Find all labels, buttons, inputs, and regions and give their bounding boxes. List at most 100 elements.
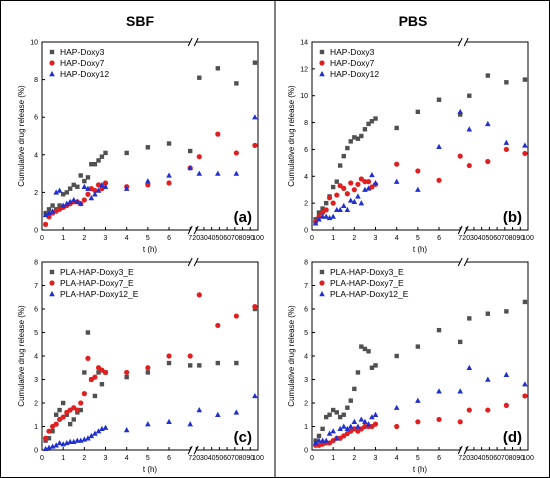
data-point <box>89 162 94 167</box>
data-point <box>503 402 509 408</box>
data-point <box>415 397 421 403</box>
y-axis-label: Cumulative drug release (%) <box>287 305 296 407</box>
y-axis-label: Cumulative drug release (%) <box>17 85 26 187</box>
series-triangle <box>312 364 528 446</box>
data-point <box>88 432 95 439</box>
x-axis-label: t (h) <box>413 465 428 474</box>
data-point <box>53 421 59 427</box>
data-point <box>355 181 361 187</box>
data-point <box>96 370 101 375</box>
data-point <box>312 439 319 446</box>
data-point <box>352 386 357 392</box>
data-point <box>215 170 221 176</box>
data-point <box>197 75 202 80</box>
data-point <box>373 363 378 368</box>
data-point <box>522 150 528 157</box>
data-point <box>85 435 91 441</box>
x-tick-label: 60 <box>493 455 501 462</box>
legend-marker <box>49 49 55 55</box>
x-tick-label: 0 <box>40 235 44 242</box>
legend-marker <box>319 291 325 297</box>
y-tick-label: 4 <box>304 174 308 181</box>
y-tick-label: 10 <box>30 40 38 47</box>
data-point <box>53 189 59 195</box>
data-point <box>355 423 361 429</box>
data-point <box>358 176 364 182</box>
data-point <box>95 428 102 434</box>
x-tick-label: 1 <box>331 235 335 242</box>
data-point <box>123 185 130 191</box>
x-tick-label: 80 <box>239 235 247 242</box>
axis-break-mark <box>193 37 199 47</box>
data-point <box>358 200 365 206</box>
data-point <box>88 195 95 201</box>
data-point <box>457 108 463 115</box>
data-point <box>345 145 350 151</box>
x-tick-label: 4 <box>395 235 399 242</box>
legend-marker <box>49 71 55 77</box>
data-point <box>187 353 193 359</box>
legend-label: PLA-HAP-Doxy12_E <box>60 289 139 299</box>
y-tick-label: 6 <box>34 307 38 314</box>
data-point <box>234 81 239 86</box>
data-point <box>369 365 375 370</box>
data-point <box>166 172 172 178</box>
data-point <box>92 374 98 380</box>
x-tick-label: 70 <box>501 455 509 462</box>
data-point <box>46 210 52 216</box>
data-point <box>124 374 129 380</box>
x-tick-label: 3 <box>104 235 108 242</box>
x-tick-label: 40 <box>478 235 486 242</box>
y-tick-label: 6 <box>304 147 308 154</box>
data-point <box>326 214 333 221</box>
x-tick-label: 4 <box>125 455 129 462</box>
x-tick-label: 70 <box>501 235 509 242</box>
x-tick-label: 1 <box>331 455 335 462</box>
plot-frame <box>41 41 259 231</box>
x-axis-label: t (h) <box>413 245 428 254</box>
data-point <box>316 210 322 215</box>
x-axis-label: t (h) <box>143 465 158 474</box>
data-point <box>42 221 49 227</box>
legend-label: HAP-Doxy12 <box>60 69 109 79</box>
data-point <box>46 428 52 434</box>
legend-marker <box>319 269 325 275</box>
data-point <box>188 363 193 368</box>
axis-break-mark <box>463 37 469 47</box>
x-tick-label: 0 <box>310 455 314 462</box>
data-point <box>415 168 421 174</box>
data-point <box>362 423 368 430</box>
data-point <box>316 437 322 443</box>
data-point <box>215 322 221 329</box>
data-point <box>71 182 76 188</box>
data-point <box>366 349 371 354</box>
data-point <box>42 435 49 441</box>
data-point <box>102 183 109 189</box>
legend-label: PLA-HAP-Doxy7_E <box>60 278 134 288</box>
legend-label: HAP-Doxy3 <box>60 47 105 57</box>
data-point <box>436 388 442 394</box>
x-tick-label: 100 <box>252 235 264 242</box>
data-point <box>503 139 510 145</box>
legend-label: PLA-HAP-Doxy12_E <box>330 289 409 299</box>
data-point <box>351 418 358 424</box>
data-point <box>81 183 88 189</box>
data-point <box>351 187 357 193</box>
legend-marker <box>319 280 325 286</box>
data-point <box>196 154 202 160</box>
data-point <box>337 414 343 420</box>
data-point <box>347 423 354 429</box>
series-square <box>313 73 528 222</box>
axis-break-mark <box>463 257 469 267</box>
x-tick-label: 6 <box>437 235 441 242</box>
y-tick-label: 6 <box>304 307 308 314</box>
data-point <box>337 425 343 432</box>
data-point <box>467 93 472 98</box>
axis-break-top-gap <box>460 259 467 265</box>
data-point <box>92 191 98 197</box>
x-tick-label: 60 <box>223 455 231 462</box>
x-tick-label: 2 <box>352 455 356 462</box>
legend-marker <box>319 60 325 66</box>
data-point <box>53 412 59 417</box>
